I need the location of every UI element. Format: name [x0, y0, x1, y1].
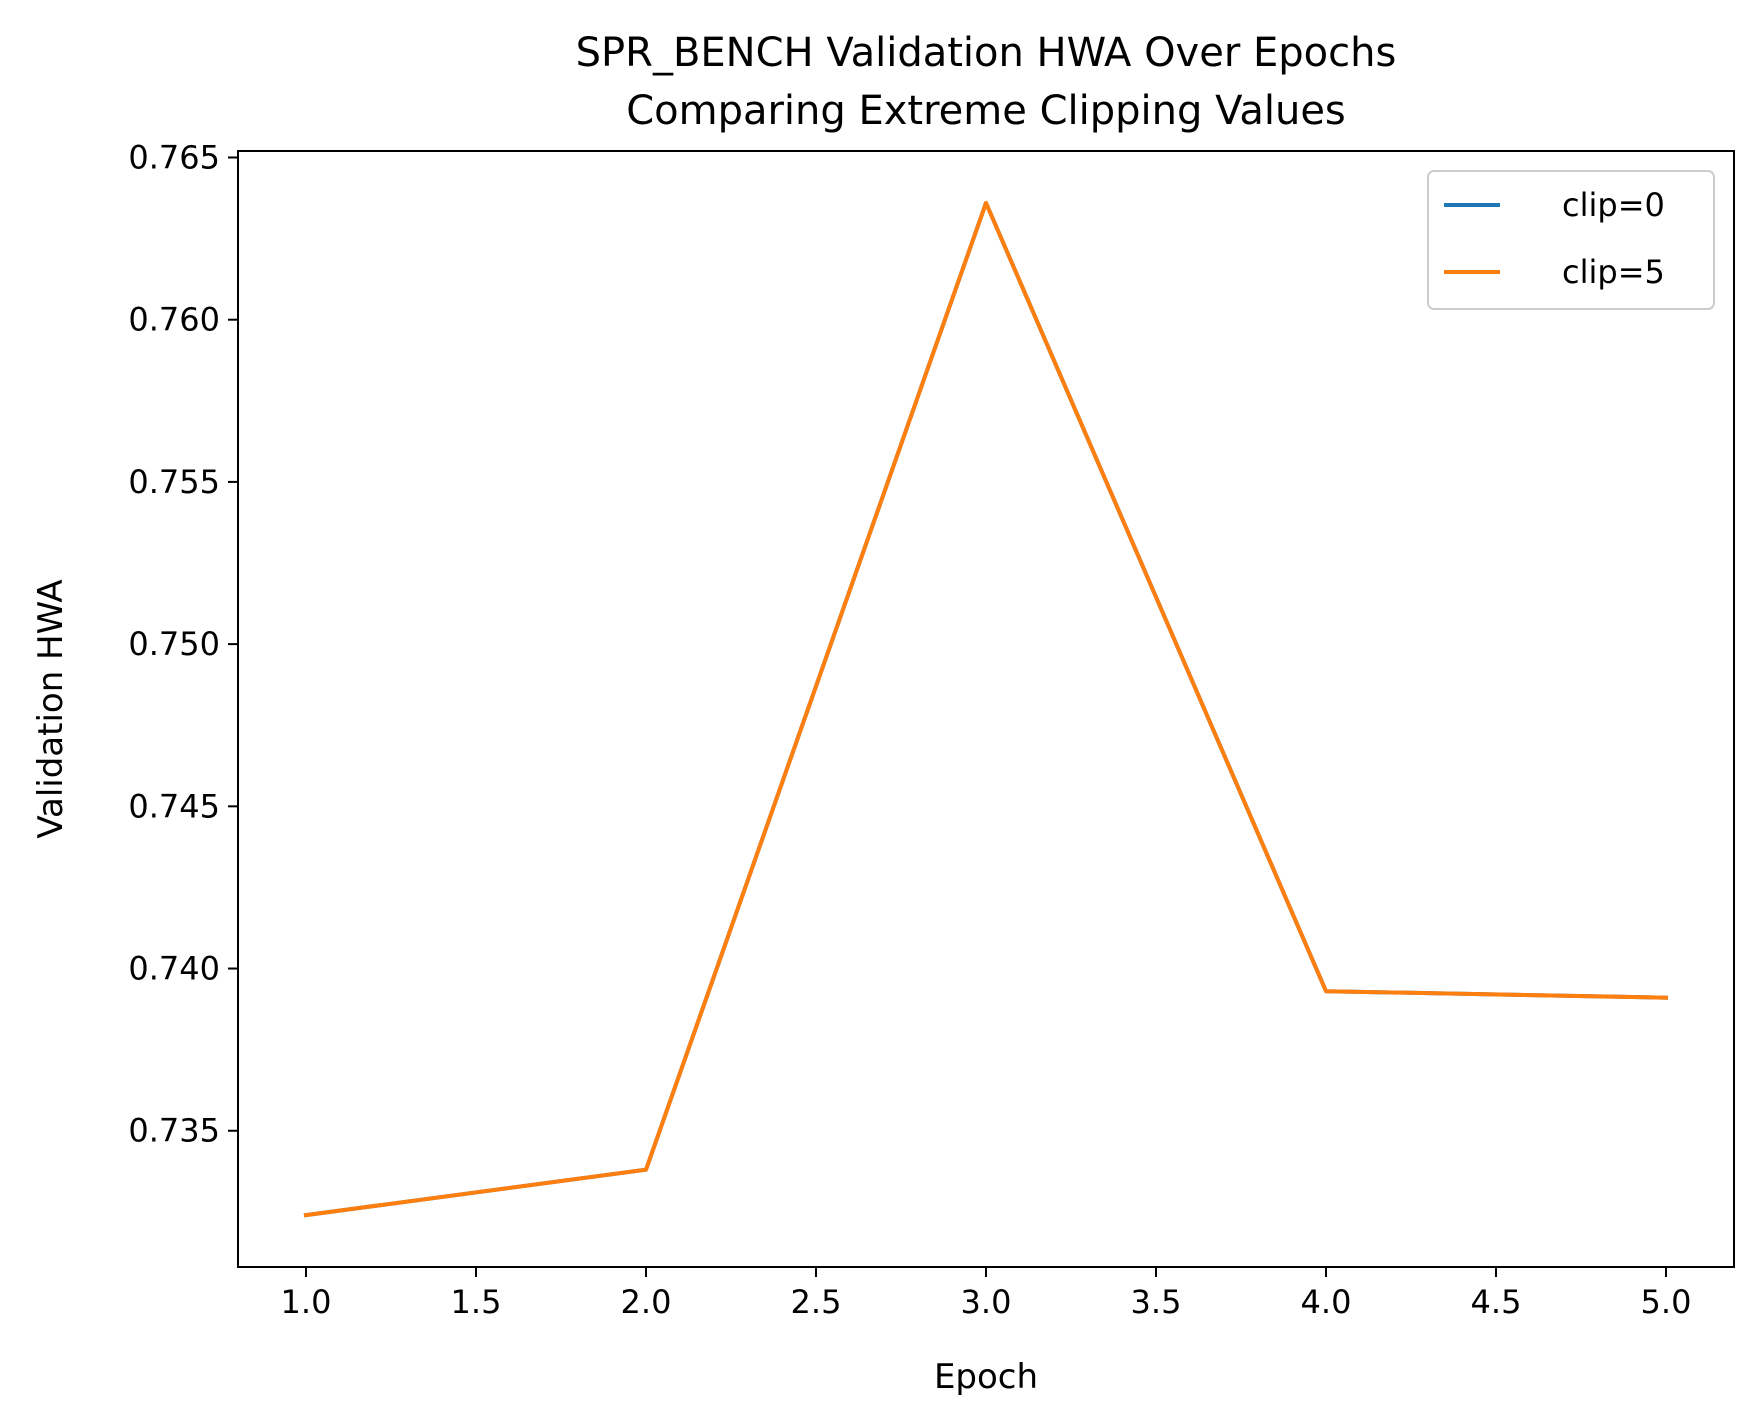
x-tick-label: 3.5 [1131, 1283, 1182, 1321]
x-axis-ticks: 1.0 1.5 2.0 2.5 3.0 3.5 4.0 4.5 5.0 [281, 1267, 1692, 1321]
x-tick-label: 4.5 [1471, 1283, 1522, 1321]
series-layer [303, 200, 1669, 1218]
x-tick-label: 4.0 [1301, 1283, 1352, 1321]
x-tick-label: 1.0 [281, 1283, 332, 1321]
legend: clip=0 clip=5 [1427, 170, 1715, 310]
y-tick-label: 0.765 [128, 138, 220, 176]
y-tick-label: 0.750 [128, 625, 220, 663]
legend-label-clip-5: clip=5 [1562, 253, 1665, 291]
chart-title-line-2: Comparing Extreme Clipping Values [626, 88, 1346, 134]
y-tick-label: 0.745 [128, 787, 220, 825]
x-axis-label: Epoch [934, 1357, 1038, 1397]
y-axis-ticks: 0.735 0.740 0.745 0.750 0.755 0.760 0.765 [128, 138, 238, 1150]
x-tick-label: 1.5 [451, 1283, 502, 1321]
y-tick-label: 0.740 [128, 950, 220, 988]
x-tick-label: 3.0 [961, 1283, 1012, 1321]
y-tick-label: 0.760 [128, 301, 220, 339]
y-tick-label: 0.755 [128, 463, 220, 501]
x-tick-label: 2.5 [791, 1283, 842, 1321]
plot-frame [237, 150, 1735, 1268]
y-axis-label: Validation HWA [31, 579, 71, 838]
x-tick-label: 5.0 [1641, 1283, 1692, 1321]
y-tick-label: 0.735 [128, 1112, 220, 1150]
chart-title-line-1: SPR_BENCH Validation HWA Over Epochs [576, 30, 1397, 76]
x-tick-label: 2.0 [621, 1283, 672, 1321]
legend-label-clip-0: clip=0 [1562, 186, 1665, 224]
series-line-clip-5 [303, 200, 1669, 1218]
